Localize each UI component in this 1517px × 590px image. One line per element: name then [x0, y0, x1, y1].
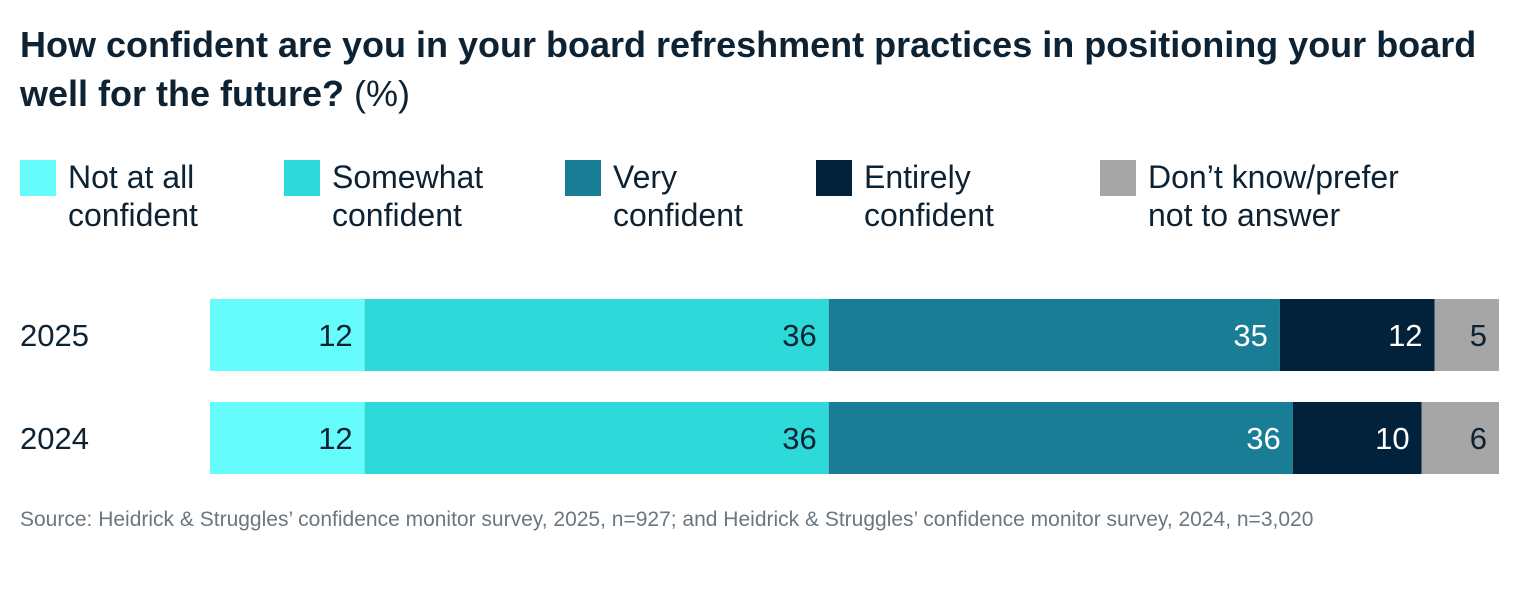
- bar-segment: [364, 402, 829, 474]
- category-label: 2025: [20, 318, 89, 353]
- legend-swatch: [565, 160, 601, 196]
- bar-segment: [210, 402, 365, 474]
- bar-segment: [1434, 299, 1499, 371]
- legend-label: Somewhat confident: [332, 159, 484, 233]
- data-label: 10: [1375, 421, 1409, 456]
- data-label: 12: [318, 421, 352, 456]
- bar-segment: [828, 299, 1280, 371]
- legend-label: Don’t know/prefer not to answer: [1148, 159, 1399, 233]
- legend-swatch: [816, 160, 852, 196]
- data-label: 36: [782, 421, 816, 456]
- chart-title-text: How confident are you in your board refr…: [20, 24, 1477, 114]
- legend-label: Not at all confident: [68, 159, 198, 233]
- data-label: 12: [1388, 318, 1422, 353]
- bar-segment: [828, 402, 1293, 474]
- legend-swatch: [284, 160, 320, 196]
- category-label: 2024: [20, 421, 89, 456]
- legend-swatch: [20, 160, 56, 196]
- bar-segment: [1279, 299, 1435, 371]
- legend-label: Very confident: [613, 159, 743, 233]
- data-label: 12: [318, 318, 352, 353]
- chart-legend: Not at all confident Somewhat confident Ve…: [20, 158, 1500, 238]
- data-label: 6: [1470, 421, 1487, 456]
- bar-segment: [364, 299, 829, 371]
- data-label: 36: [782, 318, 816, 353]
- bar-segment: [1292, 402, 1422, 474]
- bar-segment: [1421, 402, 1499, 474]
- data-label: 36: [1246, 421, 1280, 456]
- bar-segment: [210, 299, 365, 371]
- data-label: 5: [1470, 318, 1487, 353]
- source-note: Source: Heidrick & Struggles’ confidence…: [20, 508, 1314, 531]
- legend-label: Entirely confident: [864, 159, 994, 233]
- legend-swatch: [1100, 160, 1136, 196]
- stacked-bar-chart: 2025 12 36 35 12 5 2024 12 36 36 10 6: [20, 299, 1499, 474]
- chart-title: How confident are you in your board refr…: [20, 20, 1500, 118]
- data-label: 35: [1233, 318, 1267, 353]
- chart-title-unit: (%): [354, 73, 411, 114]
